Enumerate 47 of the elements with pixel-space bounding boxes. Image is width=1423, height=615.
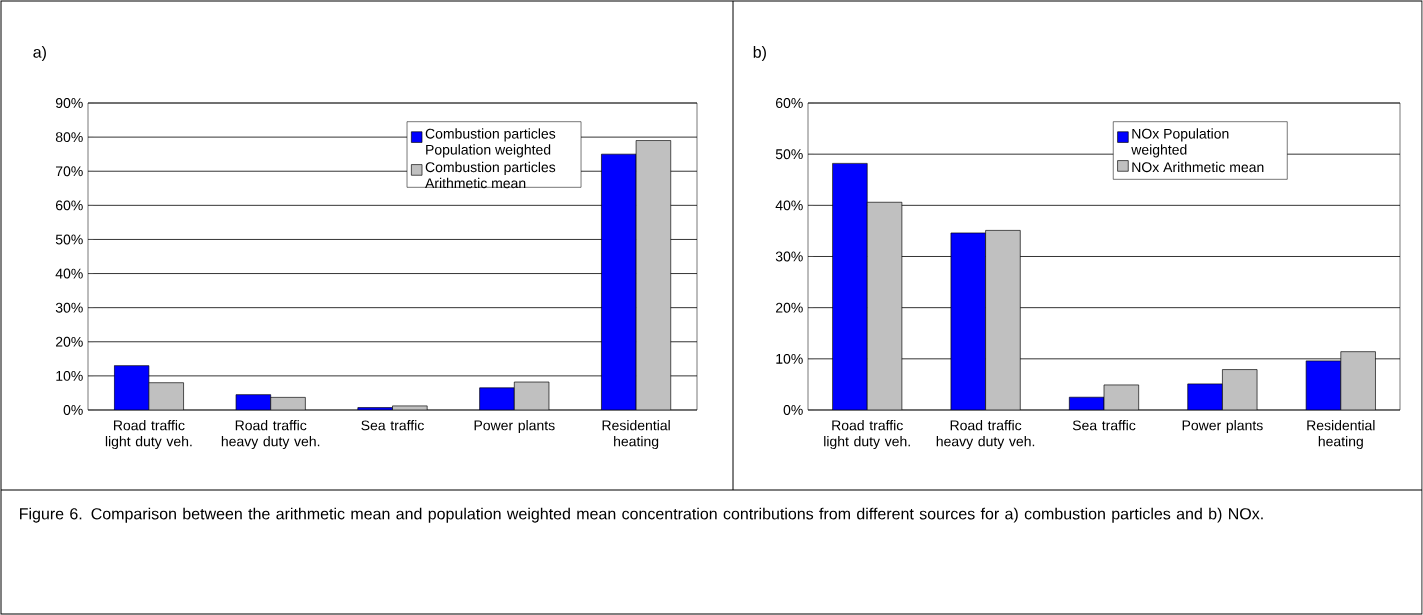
legend-label: NOx Population weighted xyxy=(1131,128,1229,158)
bar xyxy=(1222,369,1258,410)
y-tick-label: 90% xyxy=(55,98,83,108)
legend-label: Combustion particles Population weighted xyxy=(425,128,556,158)
bar xyxy=(113,365,150,410)
bar xyxy=(1187,383,1223,410)
caption: Figure 6. Comparison between the arithmetic mean and population weighted mean concentration contributions from different sources for a) combustion particles and b) NOx. xyxy=(20,507,1263,523)
y-tick-label: 40% xyxy=(775,200,803,211)
bar xyxy=(985,230,1021,410)
y-tick-label: 20% xyxy=(775,302,803,313)
y-tick-label: 0% xyxy=(63,405,83,415)
x-tick-label: Road traffic light duty veh. xyxy=(105,420,192,450)
x-tick-label: Road traffic heavy duty veh. xyxy=(936,420,1035,450)
y-tick-label: 30% xyxy=(775,251,803,262)
bar xyxy=(148,382,184,410)
x-tick-label: Residential heating xyxy=(602,420,670,450)
y-tick-label: 10% xyxy=(776,353,803,364)
y-tick-label: 30% xyxy=(55,302,83,313)
bar xyxy=(601,153,637,410)
bar xyxy=(866,201,903,410)
bar xyxy=(479,387,515,410)
y-tick-label: 70% xyxy=(55,166,83,177)
y-tick-label: 80% xyxy=(55,132,83,143)
legend-label: NOx Arithmetic mean xyxy=(1132,161,1264,173)
chart-title: b) xyxy=(753,46,766,61)
y-tick-label: 10% xyxy=(56,370,83,381)
bar xyxy=(832,163,868,410)
x-tick-label: Power plants xyxy=(474,420,555,434)
y-tick-label: 60% xyxy=(775,98,803,108)
bar xyxy=(635,140,672,410)
bar xyxy=(950,232,986,410)
bar xyxy=(1340,351,1376,410)
y-tick-label: 0% xyxy=(783,405,803,415)
x-tick-label: Power plants xyxy=(1182,420,1263,434)
y-tick-label: 20% xyxy=(55,336,83,347)
y-tick-label: 50% xyxy=(775,149,803,160)
chart-title: a) xyxy=(33,46,46,61)
legend-label: Combustion particles Arithmetic mean xyxy=(425,161,556,189)
bar xyxy=(1305,360,1342,410)
x-tick-label: Sea traffic xyxy=(361,420,424,431)
y-tick-label: 60% xyxy=(55,200,83,211)
y-tick-label: 50% xyxy=(55,234,83,245)
x-tick-label: Road traffic heavy duty veh. xyxy=(221,420,320,450)
x-tick-label: Road traffic light duty veh. xyxy=(824,420,910,450)
y-tick-label: 40% xyxy=(55,268,83,279)
x-tick-label: Sea traffic xyxy=(1072,420,1136,431)
x-tick-label: Residential heating xyxy=(1307,420,1375,450)
